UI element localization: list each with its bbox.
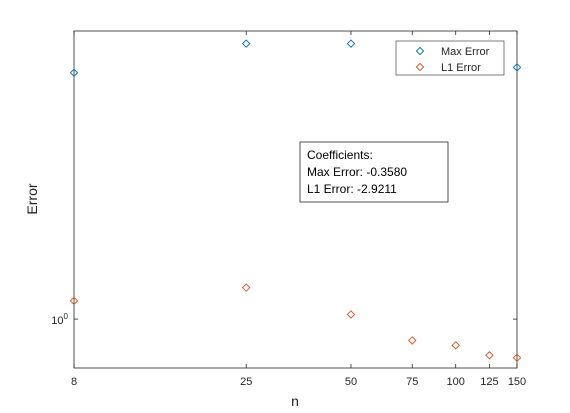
legend-box (395, 40, 505, 76)
legend-marker-max-error (415, 46, 425, 56)
legend-marker-l1-error (415, 62, 425, 72)
point-l1-error (346, 310, 356, 319)
annotation-box (299, 141, 449, 203)
x-tick-label: 50 (345, 376, 357, 388)
x-axis-label: n (291, 393, 299, 409)
data-points (69, 39, 522, 363)
plot-area (73, 30, 518, 369)
coefficients-annotation: Coefficients: Max Error: -0.3580 L1 Erro… (299, 141, 449, 203)
x-tick-label: 25 (240, 376, 252, 388)
point-max-error (69, 68, 79, 77)
x-tick-label: 100 (447, 376, 465, 388)
x-tick-label: 8 (71, 376, 77, 388)
legend-label-l1-error: L1 Error (441, 62, 481, 74)
x-tick-label: 125 (480, 376, 498, 388)
point-l1-error (485, 351, 494, 360)
annotation-line-1: Coefficients: (307, 148, 373, 162)
point-max-error (241, 39, 251, 48)
x-tick-label: 75 (406, 376, 418, 388)
point-l1-error (451, 341, 460, 350)
point-max-error (512, 63, 522, 72)
point-l1-error (512, 353, 522, 363)
legend: Max Error L1 Error (395, 40, 505, 76)
point-l1-error (241, 283, 251, 292)
point-max-error (346, 39, 356, 48)
y-axis-label: Error (24, 183, 40, 214)
annotation-line-2: Max Error: -0.3580 (307, 165, 407, 179)
legend-label-max-error: Max Error (441, 46, 490, 58)
annotation-line-3: L1 Error: -2.9211 (307, 182, 397, 196)
x-tick-label: 150 (508, 376, 526, 388)
point-l1-error (69, 296, 79, 306)
point-l1-error (408, 336, 417, 345)
x-axis: 8 25 50 75 100 125 150 (71, 31, 526, 388)
